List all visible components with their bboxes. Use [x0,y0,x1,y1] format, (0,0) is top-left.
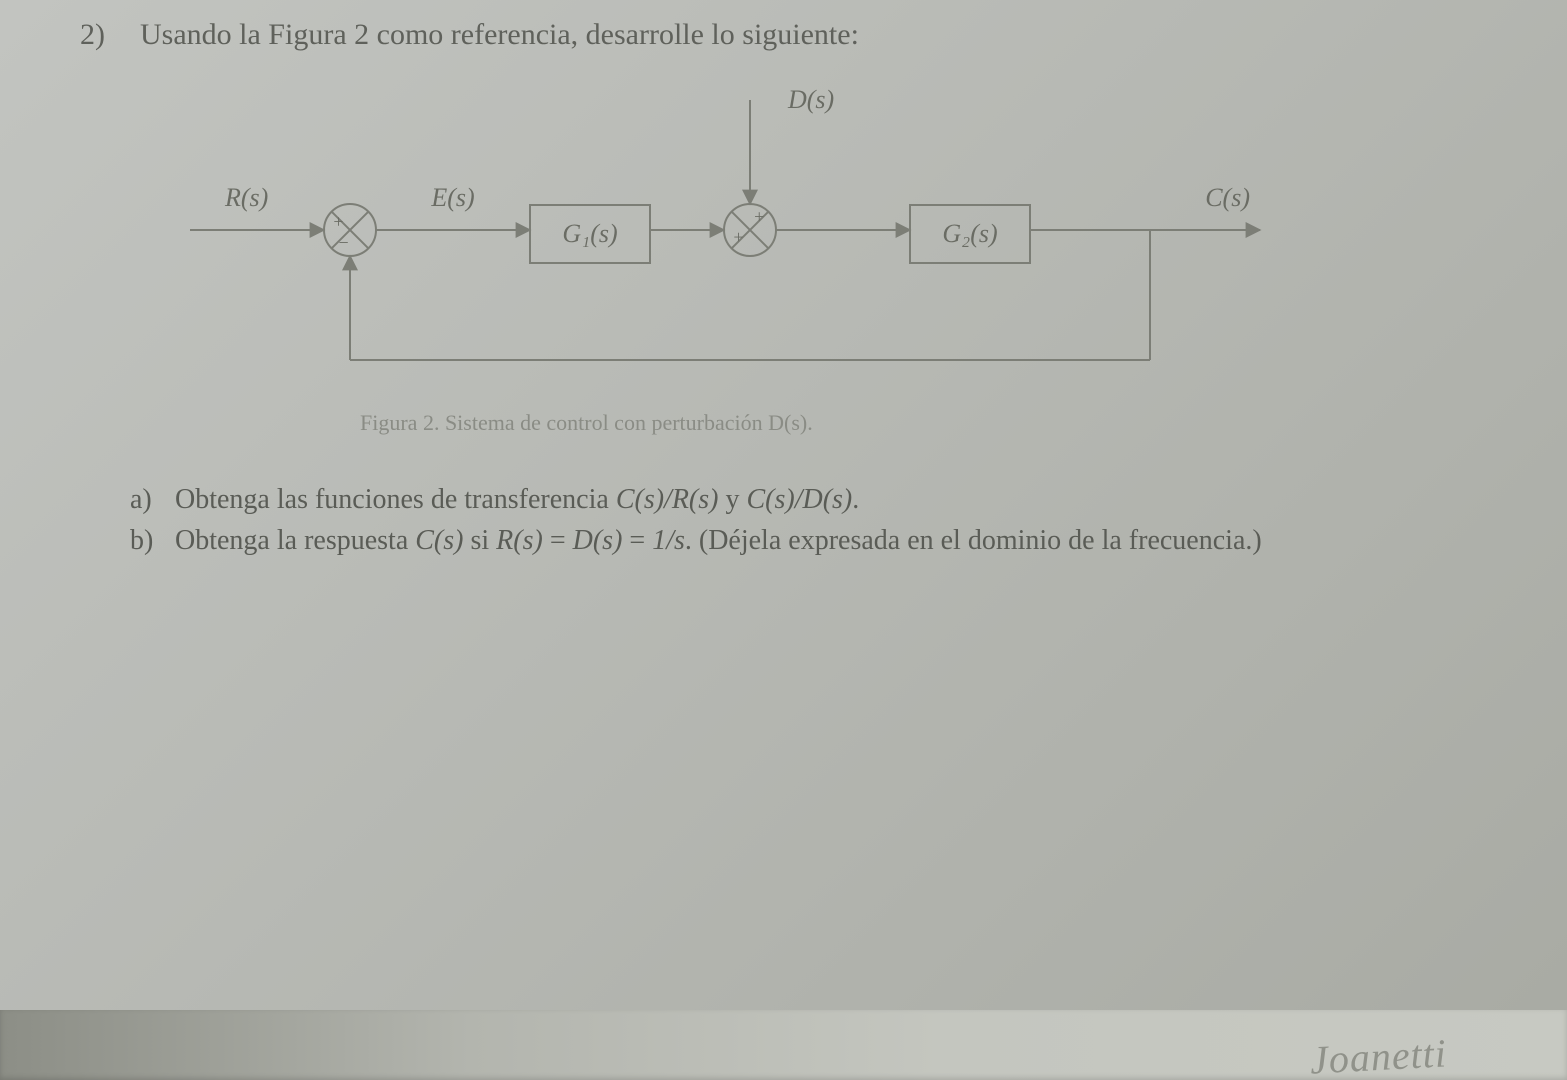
item-a-mid: y [718,484,746,515]
item-a-tf2: C(s)/D(s) [746,484,852,515]
item-b-suffix: . (Déjela expresada en el dominio de la … [685,525,1262,556]
item-b-cs: C(s) [415,525,463,556]
item-b-eq1: = [543,525,573,556]
item-a-body: Obtenga las funciones de transferencia C… [175,480,1295,521]
svg-text:C(s): C(s) [1205,183,1250,212]
item-a-suffix: . [852,484,859,515]
svg-text:R(s): R(s) [224,183,268,212]
item-a-letter: a) [130,480,168,521]
item-b-ds: D(s) [573,525,623,556]
figure-caption: Figura 2. Sistema de control con perturb… [360,410,813,436]
item-b-prefix: Obtenga la respuesta [175,525,415,556]
svg-text:D(s): D(s) [787,85,834,114]
svg-text:+: + [332,212,344,232]
question-number: 2) [80,18,105,52]
item-b-rs: R(s) [496,525,543,556]
svg-text:+: + [753,206,765,226]
diagram-svg: R(s)+−E(s)G₁(s)++D(s)G₂(s)C(s) [140,60,1340,430]
item-a-tf1: C(s)/R(s) [616,484,719,515]
page: 2) Usando la Figura 2 como referencia, d… [0,0,1567,1080]
item-b-eq2: = [622,525,652,556]
watermark: Joanetti [1309,1029,1448,1080]
item-b-body: Obtenga la respuesta C(s) si R(s) = D(s)… [175,521,1295,562]
svg-text:+: + [732,227,744,247]
svg-text:G₂(s): G₂(s) [942,219,997,248]
block-diagram: R(s)+−E(s)G₁(s)++D(s)G₂(s)C(s) [140,60,1340,430]
item-a-prefix: Obtenga las funciones de transferencia [175,484,616,515]
svg-text:G₁(s): G₁(s) [562,219,617,248]
item-b: b) Obtenga la respuesta C(s) si R(s) = D… [130,521,1330,562]
item-b-val: 1/s [652,525,685,556]
svg-text:E(s): E(s) [430,183,474,212]
svg-text:−: − [337,232,349,252]
item-b-letter: b) [130,521,168,562]
question-text: Usando la Figura 2 como referencia, desa… [140,18,859,52]
item-a: a) Obtenga las funciones de transferenci… [130,480,1330,521]
item-b-mid1: si [463,525,496,556]
sub-items: a) Obtenga las funciones de transferenci… [130,480,1330,561]
